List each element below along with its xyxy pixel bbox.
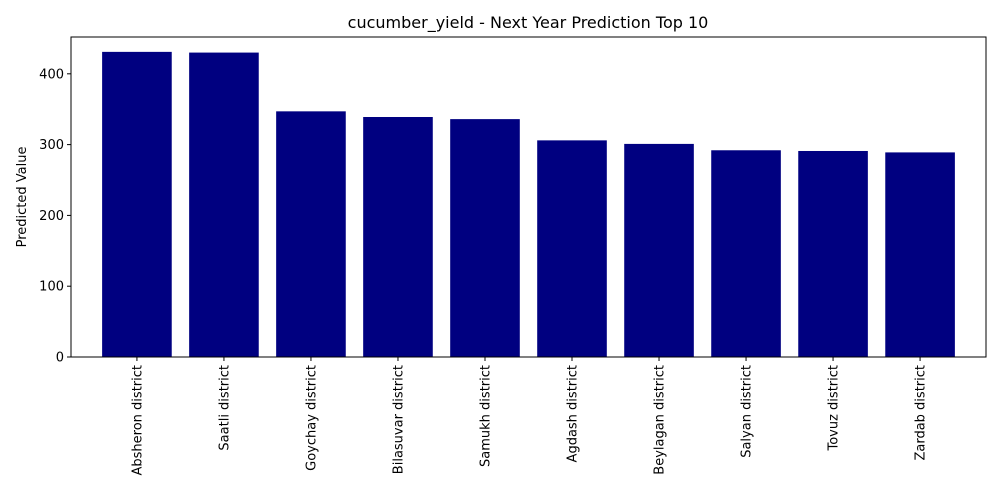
x-tick-label: Samukh district xyxy=(478,365,493,467)
y-axis-ticks: 0 100 200 300 400 xyxy=(39,67,71,366)
bars-group xyxy=(102,51,955,358)
bar xyxy=(624,143,694,357)
x-tick-label: Bilasuvar district xyxy=(391,365,406,474)
x-tick-label: Tovuz district xyxy=(827,365,842,452)
bar xyxy=(798,150,868,357)
y-axis-label: Predicted Value xyxy=(15,147,30,248)
x-axis-ticks: Absheron district Saatli district Goychay … xyxy=(130,357,929,475)
bar xyxy=(885,152,955,357)
y-tick-label: 400 xyxy=(39,67,64,82)
y-tick-label: 200 xyxy=(39,209,64,224)
y-tick-label: 0 xyxy=(56,351,64,366)
bar xyxy=(363,117,433,357)
plot-frame xyxy=(70,36,987,358)
y-tick-label: 300 xyxy=(39,138,64,153)
bar xyxy=(276,111,346,357)
chart-title: cucumber_yield - Next Year Prediction To… xyxy=(348,13,709,33)
x-tick-label: Saatli district xyxy=(217,365,232,451)
bar xyxy=(450,119,520,358)
bar xyxy=(102,51,172,358)
bar xyxy=(537,140,607,357)
x-tick-label: Salyan district xyxy=(740,365,755,458)
x-tick-label: Beylagan district xyxy=(653,365,668,475)
bar xyxy=(189,52,259,357)
y-tick-label: 100 xyxy=(39,280,64,295)
x-tick-label: Goychay district xyxy=(304,365,319,471)
x-tick-label: Agdash district xyxy=(566,365,581,462)
bar xyxy=(711,150,781,357)
x-tick-label: Absheron district xyxy=(130,365,145,475)
x-tick-label: Zardab district xyxy=(914,365,929,461)
